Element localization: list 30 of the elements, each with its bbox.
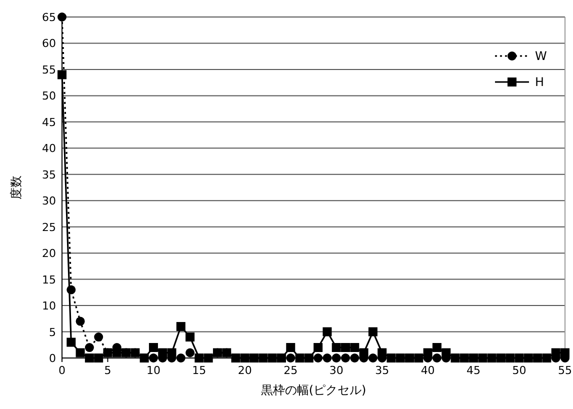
y-tick-label: 25	[42, 220, 56, 234]
y-tick-label: 65	[42, 11, 56, 24]
y-tick-label: 55	[42, 63, 56, 76]
x-tick-label: 35	[375, 364, 390, 377]
x-tick-label: 25	[284, 364, 298, 377]
y-tick-label: 60	[42, 37, 56, 50]
x-tick-label: 10	[146, 364, 160, 377]
y-tick-label: 40	[42, 142, 56, 156]
x-tick-label: 40	[420, 364, 435, 377]
y-tick-label: 50	[42, 90, 56, 103]
x-tick-label: 15	[192, 364, 206, 377]
legend-label: W	[535, 49, 547, 63]
y-tick-label: 45	[42, 116, 56, 129]
y-tick-label: 35	[42, 168, 56, 182]
y-tick-label: 5	[49, 326, 56, 339]
x-tick-label: 45	[466, 364, 481, 377]
y-tick-label: 20	[42, 247, 56, 260]
y-tick-label: 0	[49, 352, 56, 365]
y-tick-label: 15	[42, 273, 56, 286]
x-tick-label: 30	[329, 364, 344, 377]
x-tick-label: 55	[558, 364, 572, 377]
y-axis-title: 度数	[9, 176, 23, 200]
x-tick-label: 0	[58, 364, 66, 377]
x-tick-label: 5	[104, 364, 112, 377]
x-axis-title: 黒枠の幅(ピクセル)	[260, 383, 366, 397]
x-tick-label: 50	[512, 364, 526, 377]
y-tick-label: 30	[42, 194, 56, 208]
y-tick-label: 10	[42, 300, 56, 313]
x-tick-label: 20	[238, 364, 252, 377]
legend-label: H	[535, 75, 544, 89]
